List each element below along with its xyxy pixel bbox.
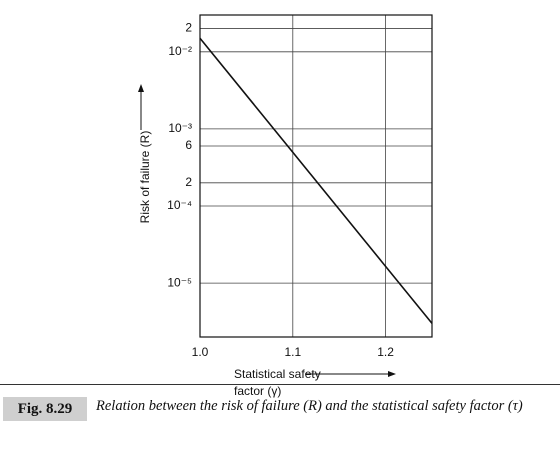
y-tick-label: 10⁻⁴ xyxy=(167,198,192,212)
y-tick-label: 2 xyxy=(185,175,192,189)
y-tick-label: 10⁻⁵ xyxy=(167,275,192,289)
y-tick-label: 6 xyxy=(185,138,192,152)
data-line xyxy=(199,37,433,324)
caption-rule xyxy=(0,384,560,385)
figure-number: Fig. 8.29 xyxy=(3,397,87,421)
x-tick-label: 1.0 xyxy=(192,345,209,359)
x-tick-label: 1.2 xyxy=(377,345,394,359)
x-arrowhead xyxy=(388,371,396,377)
y-arrowhead xyxy=(138,84,144,92)
x-tick-label: 1.1 xyxy=(284,345,301,359)
y-tick-label: 10⁻² xyxy=(168,44,192,58)
y-tick-label: 10⁻³ xyxy=(168,121,192,135)
plot-frame xyxy=(199,14,433,338)
y-tick-label: 2 xyxy=(185,21,192,35)
caption: Relation between the risk of failure (R)… xyxy=(96,398,523,414)
x-axis-label: Statistical safety factor (γ) xyxy=(234,367,321,398)
y-axis-label: Risk of failure (R) xyxy=(138,130,152,224)
